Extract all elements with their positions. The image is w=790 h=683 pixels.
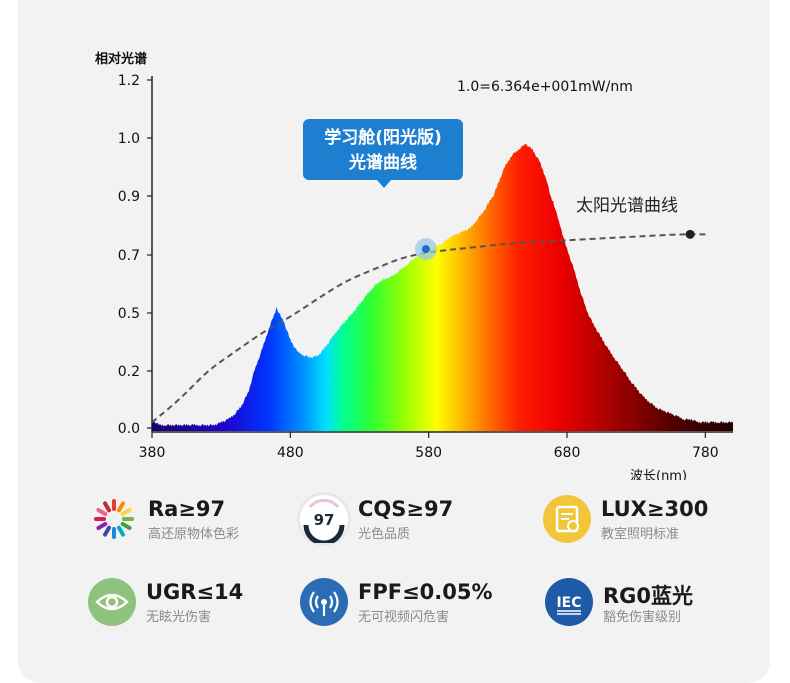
- scale-note: 1.0=6.364e+001mW/nm: [457, 79, 633, 95]
- eye-icon: [88, 578, 136, 626]
- document-check-icon: [543, 495, 591, 543]
- signal-icon: [300, 578, 348, 626]
- feature-title: RG0蓝光: [603, 584, 694, 608]
- iec-icon: IEC: [545, 578, 593, 626]
- feature-cqs: 97 CQS≥97 光色品质: [300, 495, 530, 555]
- cqs-badge-text: 97: [314, 511, 335, 529]
- y-tick-label: 0.2: [118, 364, 140, 380]
- feature-ra: Ra≥97 高还原物体色彩: [90, 495, 320, 555]
- feature-title: FPF≤0.05%: [358, 580, 493, 604]
- spectrum-area: [152, 144, 733, 431]
- y-tick-label: 1.2: [118, 73, 140, 89]
- feature-lux: LUX≥300 教室照明标准: [543, 495, 773, 555]
- callout: 学习舱(阳光版) 光谱曲线: [303, 119, 463, 188]
- feature-subtitle: 无可视频闪危害: [358, 610, 450, 625]
- feature-rg0: IEC RG0蓝光 豁免伤害级别: [545, 578, 775, 638]
- x-tick-label: 580: [415, 445, 442, 461]
- feature-title: LUX≥300: [601, 497, 709, 521]
- y-axis-label: 相对光谱: [95, 51, 147, 67]
- y-tick-label: 0.7: [118, 248, 140, 264]
- x-tick-label: 780: [692, 445, 719, 461]
- feature-subtitle: 教室照明标准: [601, 527, 680, 542]
- callout-pointer: [377, 180, 391, 188]
- x-axis-label: 波长(nm): [630, 469, 687, 480]
- sun-line-endpoint: [685, 229, 695, 239]
- feature-subtitle: 豁免伤害级别: [603, 610, 682, 625]
- feature-subtitle: 无眩光伤害: [146, 610, 212, 625]
- y-tick-label: 0.0: [118, 421, 140, 437]
- intersection-marker: [421, 245, 430, 254]
- y-tick-label: 1.0: [118, 131, 140, 147]
- feature-subtitle: 光色品质: [358, 527, 411, 542]
- x-tick-label: 380: [139, 445, 166, 461]
- spectrum-chart: 0.0 0.2 0.5 0.7 0.9 1.0 1.2 380 480 580 680 780 相对光…: [95, 51, 733, 480]
- y-tick-label: 0.9: [118, 189, 140, 205]
- callout-line1: 学习舱(阳光版): [324, 127, 442, 148]
- iec-badge-text: IEC: [556, 595, 581, 611]
- x-tick-label: 480: [277, 445, 304, 461]
- sun-spectrum-label: 太阳光谱曲线: [576, 196, 678, 216]
- cqs-badge-icon: 97: [300, 495, 348, 546]
- feature-fpf: FPF≤0.05% 无可视频闪危害: [300, 578, 530, 638]
- color-wheel-icon: [90, 495, 138, 543]
- feature-title: Ra≥97: [148, 497, 226, 521]
- callout-line2: 光谱曲线: [348, 152, 417, 173]
- feature-title: CQS≥97: [358, 497, 454, 521]
- x-tick-label: 680: [554, 445, 581, 461]
- feature-title: UGR≤14: [146, 580, 244, 604]
- sun-spectrum-line: [151, 233, 706, 424]
- feature-ugr: UGR≤14 无眩光伤害: [88, 578, 318, 638]
- feature-subtitle: 高还原物体色彩: [148, 527, 240, 542]
- axes: 0.0 0.2 0.5 0.7 0.9 1.0 1.2 380 480 580 680 780: [118, 73, 733, 461]
- callout-box: [303, 119, 463, 180]
- y-tick-label: 0.5: [118, 306, 140, 322]
